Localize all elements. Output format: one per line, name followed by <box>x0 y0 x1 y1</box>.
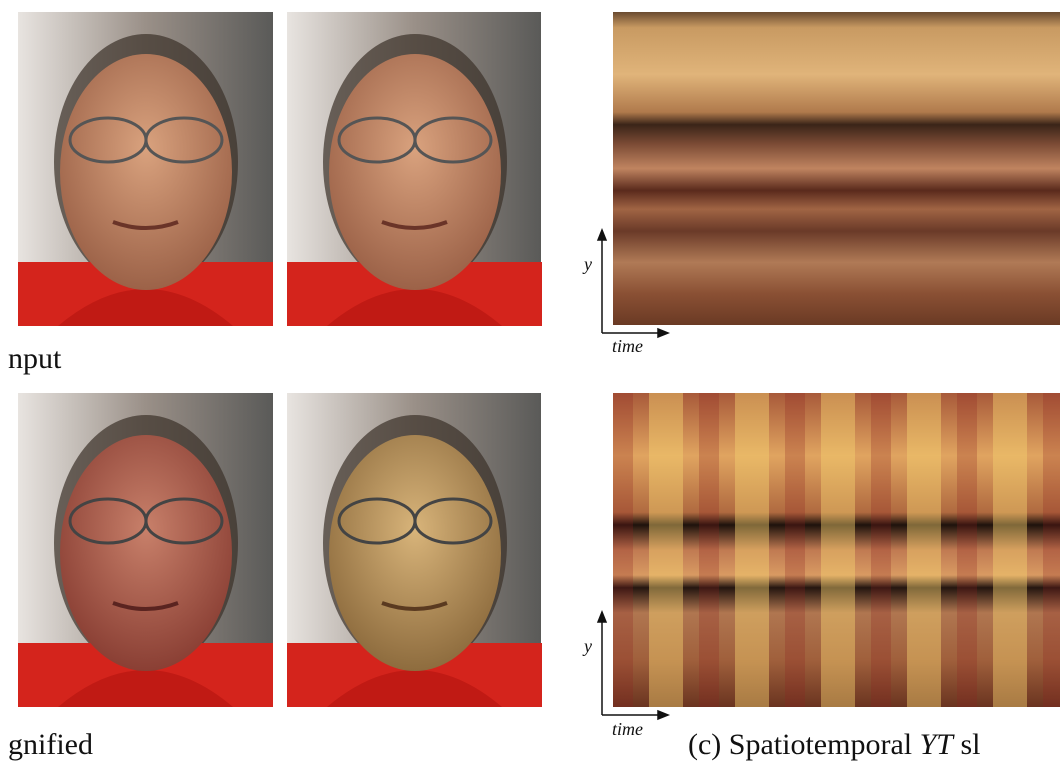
caption-suffix: sl <box>960 728 980 761</box>
caption-prefix: (c) Spatiotemporal <box>688 728 912 761</box>
axis-time: time <box>612 719 643 739</box>
caption-italic: YT <box>920 728 956 761</box>
label-input: nput <box>8 342 62 375</box>
slice-magnified <box>613 393 1060 707</box>
page: y time y time nput gnified (c) Spatiotem… <box>0 0 1060 766</box>
figure: y time y time nput gnified (c) Spatiotem… <box>0 0 1060 766</box>
caption: (c) Spatiotemporal YT sl <box>688 728 980 761</box>
face-magnified-2 <box>287 393 542 707</box>
face-input-1 <box>18 12 273 326</box>
face-input-2 <box>287 12 542 326</box>
label-magnified: gnified <box>8 728 93 761</box>
face-magnified-1 <box>18 393 273 707</box>
axis-y: y <box>582 254 592 274</box>
axis-time: time <box>612 336 643 356</box>
slice-input <box>613 12 1060 325</box>
axis-y: y <box>582 636 592 656</box>
